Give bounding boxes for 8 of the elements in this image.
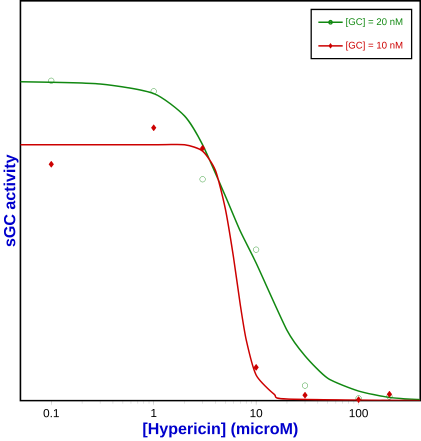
x-tick-label: 10 (250, 408, 262, 418)
y-axis-title: sGC activity (4, 154, 18, 246)
x-tick-label: 100 (350, 408, 368, 418)
legend-label: [GC] = 20 nM (346, 18, 402, 27)
x-tick-label: 1 (151, 408, 156, 418)
x-tick-label: 0.1 (44, 408, 59, 418)
legend-label: [GC] = 10 nM (346, 42, 402, 51)
x-axis-title: [Hypericin] (microM) (143, 422, 298, 438)
